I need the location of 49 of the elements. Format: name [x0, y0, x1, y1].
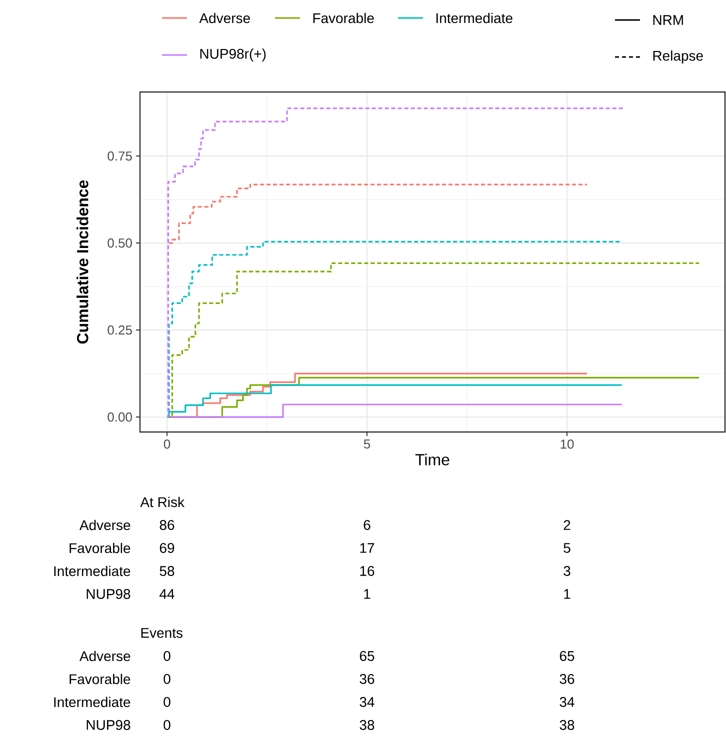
text: Events [141, 628, 182, 638]
text: 65 [560, 651, 574, 661]
category-label: NUP98 [86, 589, 130, 599]
category-label: Adverse [79, 650, 130, 662]
category-label: Intermediate [54, 566, 130, 576]
text: 38 [360, 720, 374, 730]
text: Relapse [653, 50, 703, 64]
text: 58 [160, 566, 174, 576]
category-label: NUP98 [86, 720, 130, 730]
text: 0 [164, 720, 170, 730]
text: 17 [360, 543, 374, 553]
category-label: Intermediate [54, 696, 130, 708]
y-tick-label: 0.75 [108, 151, 132, 161]
text: 0 [164, 651, 170, 661]
category-label: Favorable [70, 542, 130, 554]
text: 65 [360, 651, 374, 661]
text: 5 [564, 543, 570, 553]
text: 6 [364, 520, 370, 530]
text: 0 [164, 674, 170, 684]
x-tick-label: 10 [560, 440, 574, 449]
text: NRM [653, 15, 683, 25]
text: 86 [160, 520, 174, 530]
text: 3 [564, 566, 570, 576]
y-tick-label: 0.00 [108, 412, 132, 422]
x-tick-label: 5 [364, 440, 370, 449]
y-tick-label: 0.25 [108, 325, 132, 335]
text: 34 [560, 697, 574, 707]
legend-label: Adverse [199, 12, 250, 24]
text: 69 [160, 543, 174, 553]
text: 16 [360, 566, 374, 576]
y-axis-title: Cumulative Incidence [76, 180, 88, 344]
text: 36 [360, 674, 374, 684]
text: 34 [360, 697, 374, 707]
text: 1 [364, 589, 370, 599]
text: 38 [560, 720, 574, 730]
text: 1 [564, 589, 570, 599]
x-axis-title: Time [415, 454, 450, 466]
legend-label: Intermediate [436, 12, 512, 24]
category-label: Favorable [70, 674, 130, 684]
text: 0 [164, 697, 170, 707]
x-tick-label: 0 [164, 440, 170, 449]
text: At Risk [140, 496, 185, 508]
text: 44 [160, 589, 174, 599]
legend-label: NUP98r(+) [200, 48, 266, 62]
text: 36 [560, 674, 574, 684]
legend-label: Favorable [313, 12, 374, 24]
y-tick-label: 0.50 [108, 238, 132, 248]
text: 2 [564, 520, 570, 530]
category-label: Adverse [79, 520, 130, 530]
